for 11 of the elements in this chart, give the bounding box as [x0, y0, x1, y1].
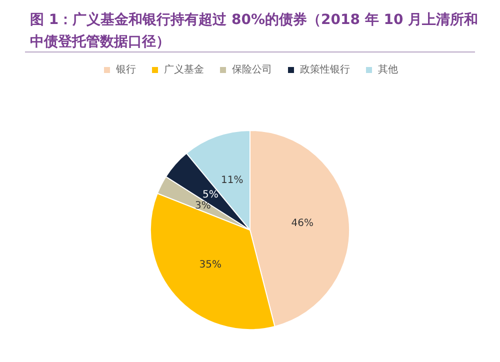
chart-title: 图 1：广义基金和银行持有超过 80%的债券（2018 年 10 月上清所和中债登托管数据口径） — [30, 11, 478, 50]
legend-label: 银行 — [115, 64, 136, 76]
legend-label: 其他 — [378, 64, 398, 76]
legend-label: 广义基金 — [164, 64, 204, 76]
legend-label: 政策性银行 — [300, 64, 350, 76]
data-label: 5% — [202, 190, 218, 201]
data-label: 46% — [291, 218, 314, 229]
data-label: 35% — [199, 259, 222, 270]
data-label: 3% — [195, 200, 211, 212]
data-label: 11% — [221, 174, 244, 186]
legend-label: 保险公司 — [232, 64, 272, 76]
